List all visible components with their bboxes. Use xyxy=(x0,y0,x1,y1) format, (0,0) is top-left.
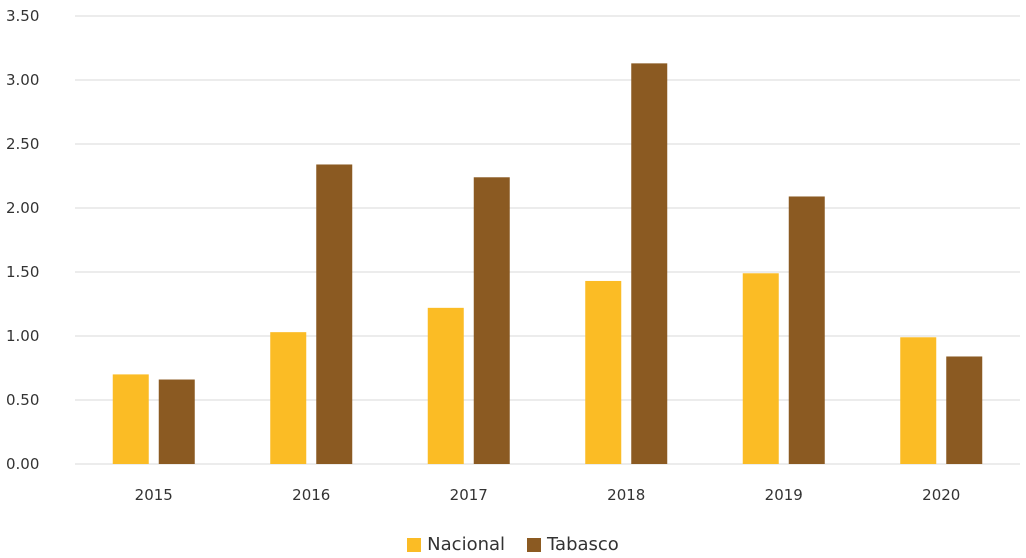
bar-tabasco-2018 xyxy=(631,63,668,465)
y-tick-label: 1.50 xyxy=(6,263,39,281)
bar-tabasco-2017 xyxy=(473,177,510,464)
legend-swatch-tabasco xyxy=(527,537,542,552)
x-tick-label: 2017 xyxy=(450,486,488,504)
y-tick-label: 2.50 xyxy=(6,135,39,153)
gridlines xyxy=(75,15,1020,465)
bar-tabasco-2015 xyxy=(158,379,195,464)
x-tick-label: 2015 xyxy=(135,486,173,504)
bar-nacional-2015 xyxy=(112,374,149,464)
y-tick-label: 2.00 xyxy=(6,199,39,217)
legend-item-tabasco: Tabasco xyxy=(527,534,619,555)
bars xyxy=(112,63,983,465)
bar-nacional-2019 xyxy=(742,273,779,464)
bar-nacional-2018 xyxy=(585,280,622,464)
legend: Nacional Tabasco xyxy=(0,534,1026,555)
legend-item-nacional: Nacional xyxy=(407,534,505,555)
y-tick-label: 0.00 xyxy=(6,455,39,473)
bar-nacional-2016 xyxy=(270,332,307,464)
x-tick-label: 2016 xyxy=(292,486,330,504)
legend-label-tabasco: Tabasco xyxy=(547,534,619,555)
y-tick-label: 3.00 xyxy=(6,71,39,89)
legend-swatch-nacional xyxy=(407,537,422,552)
bar-nacional-2020 xyxy=(900,337,937,464)
y-tick-label: 0.50 xyxy=(6,391,39,409)
bar-tabasco-2020 xyxy=(946,356,983,464)
bar-tabasco-2016 xyxy=(316,164,353,465)
y-tick-label: 1.00 xyxy=(6,327,39,345)
x-tick-label: 2020 xyxy=(922,486,960,504)
bar-nacional-2017 xyxy=(427,307,464,464)
x-tick-label: 2018 xyxy=(607,486,645,504)
x-tick-label: 2019 xyxy=(765,486,803,504)
bar-tabasco-2019 xyxy=(788,196,825,465)
legend-label-nacional: Nacional xyxy=(427,534,506,555)
y-axis-tick-labels: 0.00 0.50 1.00 1.50 2.00 2.50 3.00 3.50 xyxy=(6,7,39,473)
bar-chart: 0.000.501.001.502.002.503.003.50 2015 201… xyxy=(6,7,1020,504)
x-axis-tick-labels: 2015 2016 2017 2018 2019 2020 xyxy=(135,486,961,504)
y-tick-label: 3.50 xyxy=(6,7,39,25)
